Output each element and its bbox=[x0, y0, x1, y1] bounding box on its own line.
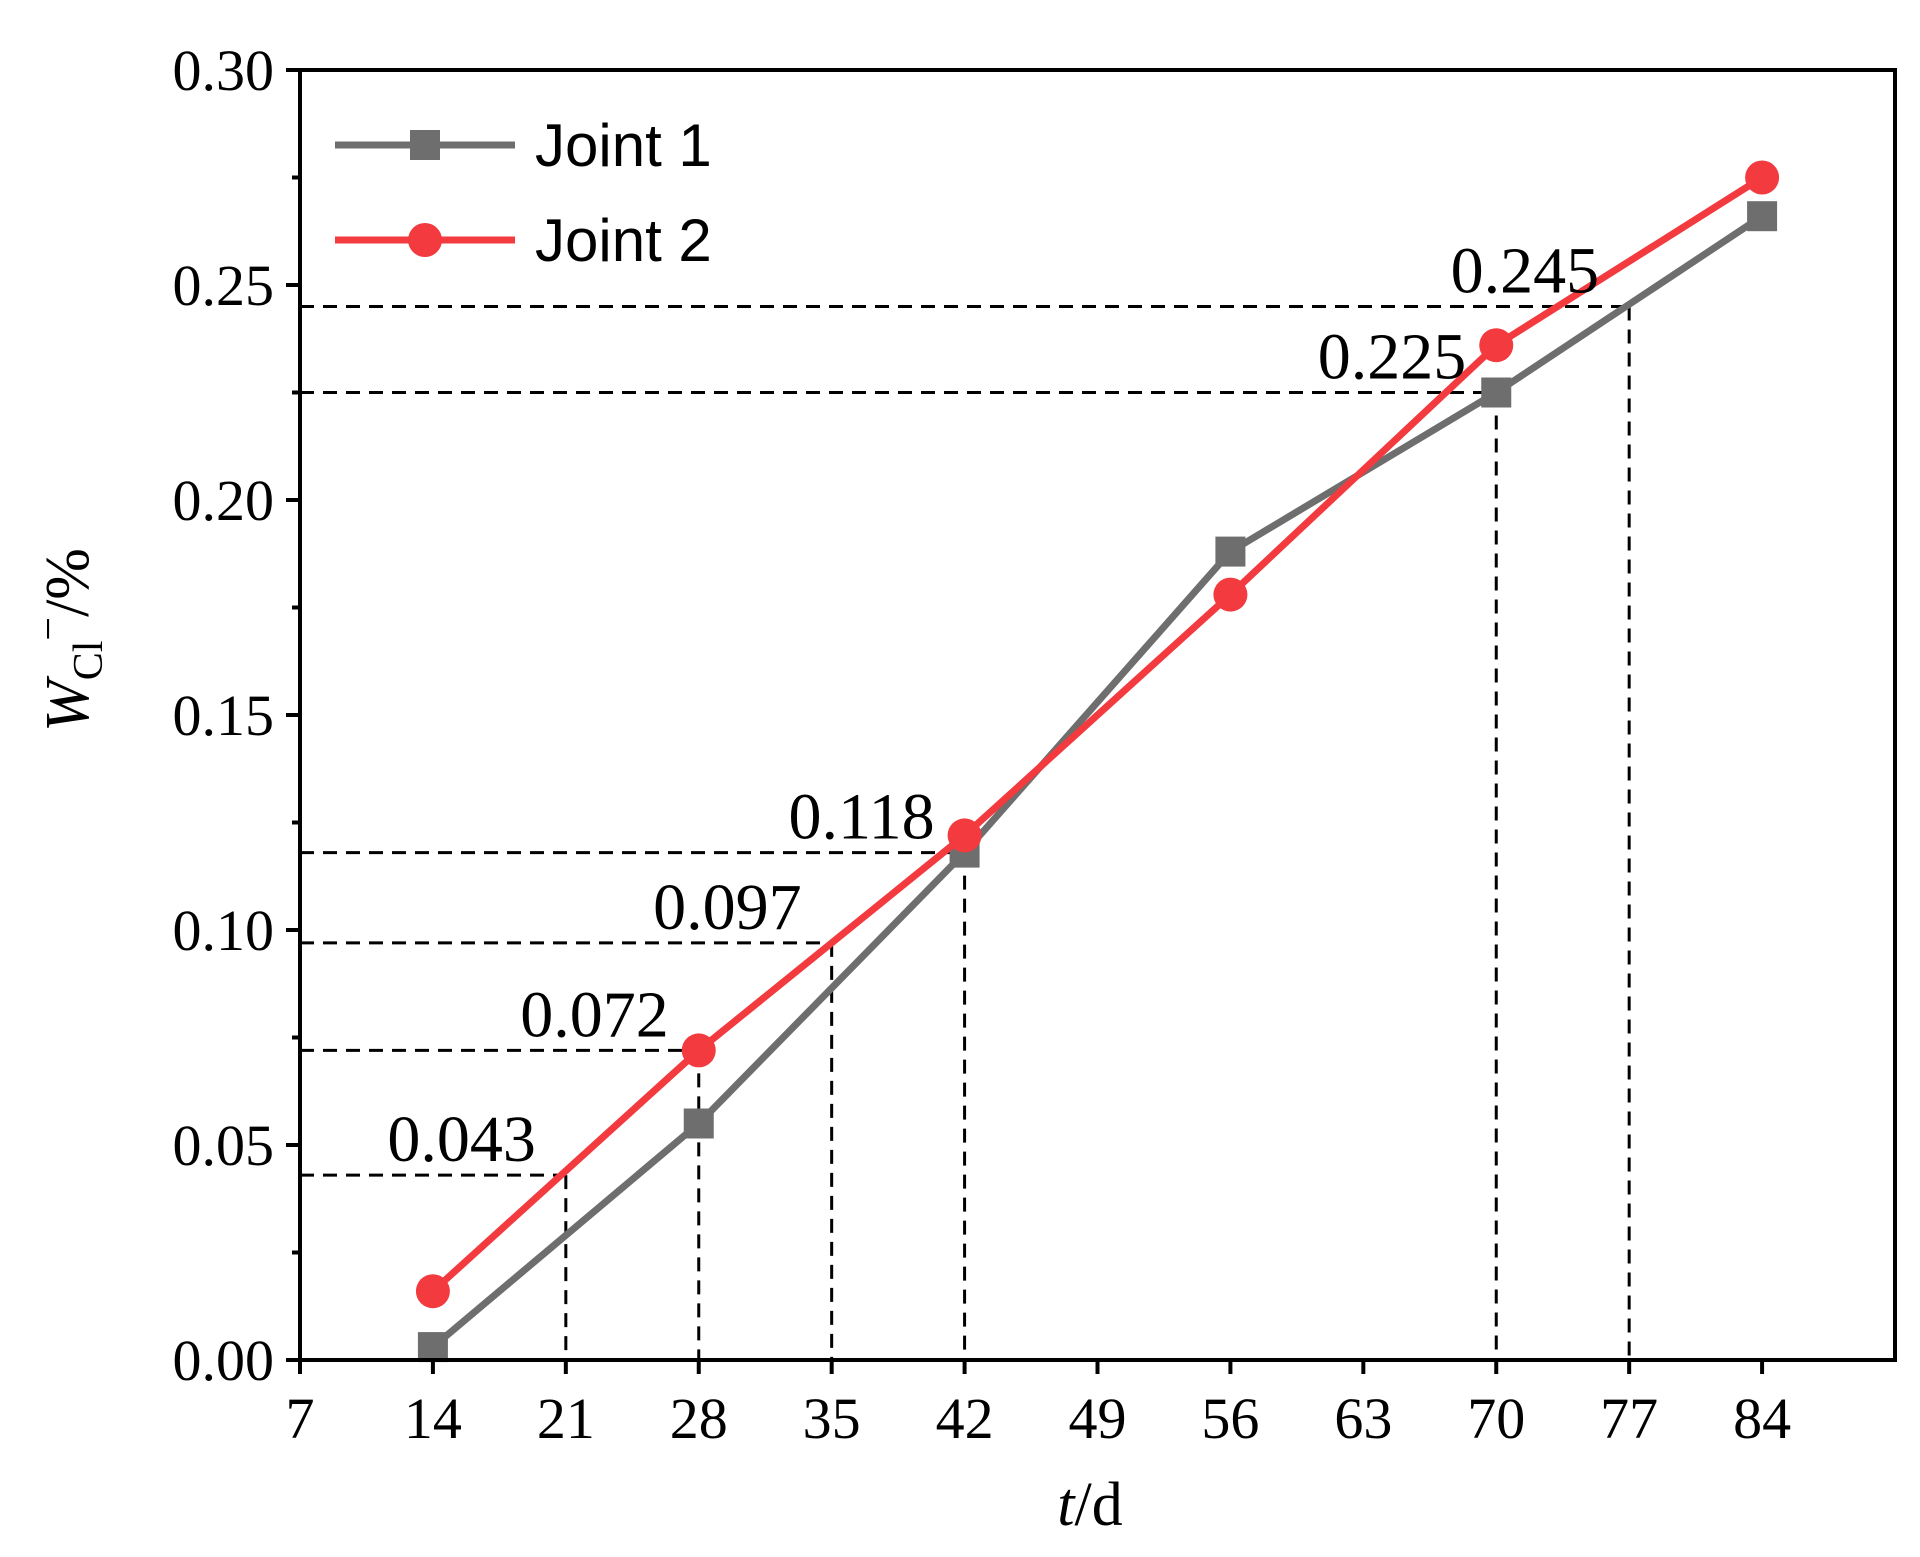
series-1-point-1 bbox=[681, 1033, 716, 1068]
series-1-point-5 bbox=[1745, 160, 1780, 195]
y-tick-label-5: 0.25 bbox=[173, 253, 275, 318]
series-0-point-4 bbox=[1481, 377, 1512, 408]
legend-label-1: Joint 2 bbox=[535, 207, 712, 274]
series-1-point-4 bbox=[1479, 328, 1514, 363]
y-tick-label-0: 0.00 bbox=[173, 1328, 275, 1393]
x-tick-label-0: 7 bbox=[286, 1386, 315, 1451]
x-tick-label-8: 63 bbox=[1334, 1386, 1392, 1451]
guide-label-0: 0.043 bbox=[387, 1103, 536, 1176]
x-tick-label-4: 35 bbox=[803, 1386, 861, 1451]
legend-marker-0 bbox=[410, 130, 440, 160]
x-tick-label-5: 42 bbox=[936, 1386, 994, 1451]
guide-label-4: 0.225 bbox=[1318, 321, 1467, 394]
x-tick-label-10: 77 bbox=[1600, 1386, 1658, 1451]
series-lines bbox=[415, 160, 1780, 1363]
guide-label-5: 0.245 bbox=[1451, 235, 1600, 308]
tick-labels: 7 14 21 28 35 42 49 56 63 70 77 84 0.00 0.05 0.10 0.15 0… bbox=[173, 38, 1792, 1451]
series-0-point-3 bbox=[1215, 536, 1246, 567]
series-line-0 bbox=[430, 213, 1765, 1350]
guide-label-1: 0.072 bbox=[520, 978, 669, 1051]
series-0-point-0 bbox=[417, 1332, 448, 1363]
y-tick-label-1: 0.05 bbox=[173, 1113, 275, 1178]
series-1-point-2 bbox=[947, 818, 982, 853]
legend-marker-1 bbox=[408, 223, 442, 257]
series-1-point-3 bbox=[1213, 577, 1248, 612]
axis-ticks bbox=[286, 68, 1765, 1374]
guide-label-2: 0.097 bbox=[653, 871, 802, 944]
x-tick-label-7: 56 bbox=[1201, 1386, 1259, 1451]
y-tick-label-3: 0.15 bbox=[173, 683, 275, 748]
x-tick-label-2: 21 bbox=[537, 1386, 595, 1451]
y-tick-label-6: 0.30 bbox=[173, 38, 275, 103]
series-0-point-5 bbox=[1747, 201, 1778, 232]
x-tick-label-11: 84 bbox=[1733, 1386, 1791, 1451]
y-tick-label-2: 0.10 bbox=[173, 898, 275, 963]
y-axis-title: WCl−/% bbox=[26, 548, 112, 732]
y-tick-label-4: 0.20 bbox=[173, 468, 275, 533]
legend-label-0: Joint 1 bbox=[535, 112, 712, 179]
x-tick-label-9: 70 bbox=[1467, 1386, 1525, 1451]
series-line-1 bbox=[430, 174, 1764, 1294]
guide-lines bbox=[300, 305, 1631, 1360]
guide-label-3: 0.118 bbox=[789, 781, 935, 854]
guide-annotations: 0.043 0.072 0.097 0.118 0.225 0.245 bbox=[387, 235, 1599, 1177]
x-tick-label-3: 28 bbox=[670, 1386, 728, 1451]
series-0-point-1 bbox=[683, 1108, 714, 1139]
x-tick-label-6: 49 bbox=[1069, 1386, 1127, 1451]
x-tick-label-1: 14 bbox=[404, 1386, 462, 1451]
legend: Joint 1 Joint 2 bbox=[335, 112, 712, 274]
x-axis-title: t/d bbox=[1057, 1471, 1122, 1539]
series-1-point-0 bbox=[415, 1274, 450, 1309]
